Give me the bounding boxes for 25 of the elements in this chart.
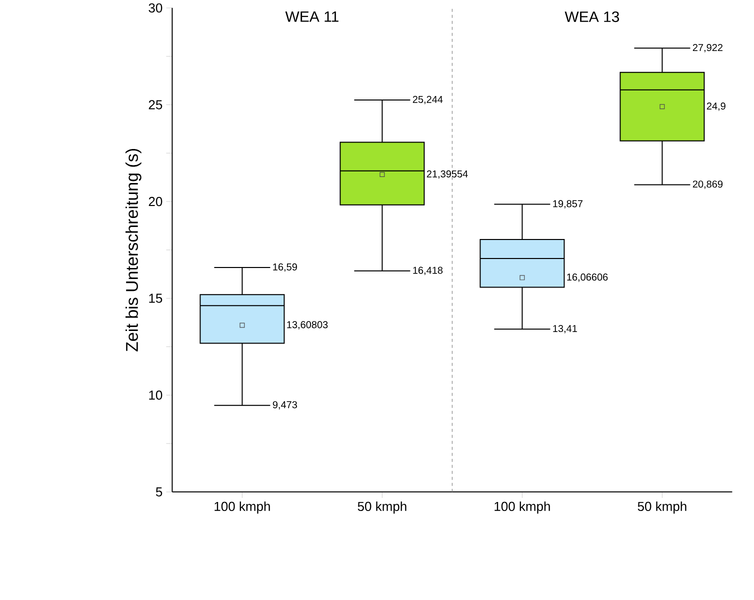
annotation: 27,922	[692, 44, 722, 52]
annotation: WEA 13	[564, 11, 620, 22]
annotation: 20,869	[692, 180, 723, 189]
annotation: 16,06606	[567, 273, 608, 282]
annotation: WEA 11	[285, 11, 338, 22]
annotation: 21,39554	[426, 170, 468, 178]
annotation: 24,9	[706, 102, 726, 111]
x-tick-label: 50 kmph	[358, 501, 406, 514]
y-tick-label: 30	[148, 3, 162, 12]
y-tick-label: 20	[148, 196, 162, 206]
annotation: 13,60803	[287, 320, 328, 330]
y-axis-title: Zeit bis Unterschreitung (s)	[126, 148, 142, 352]
annotation: 9,473	[272, 401, 297, 410]
annotation: 16,59	[273, 263, 297, 272]
annotation: 25,244	[412, 96, 443, 104]
y-tick-label: 25	[148, 100, 162, 110]
x-tick-label: 100 kmph	[494, 501, 550, 514]
annotation: 19,857	[553, 200, 582, 208]
x-tick-label: 50 kmph	[638, 501, 686, 514]
y-tick-label: 15	[149, 294, 162, 303]
y-tick-label: 5	[156, 487, 162, 496]
y-tick-label: 10	[149, 390, 162, 400]
annotation: 16,418	[413, 266, 443, 275]
x-tick-label: 100 kmph	[214, 501, 270, 514]
annotation: 13,41	[553, 324, 577, 334]
